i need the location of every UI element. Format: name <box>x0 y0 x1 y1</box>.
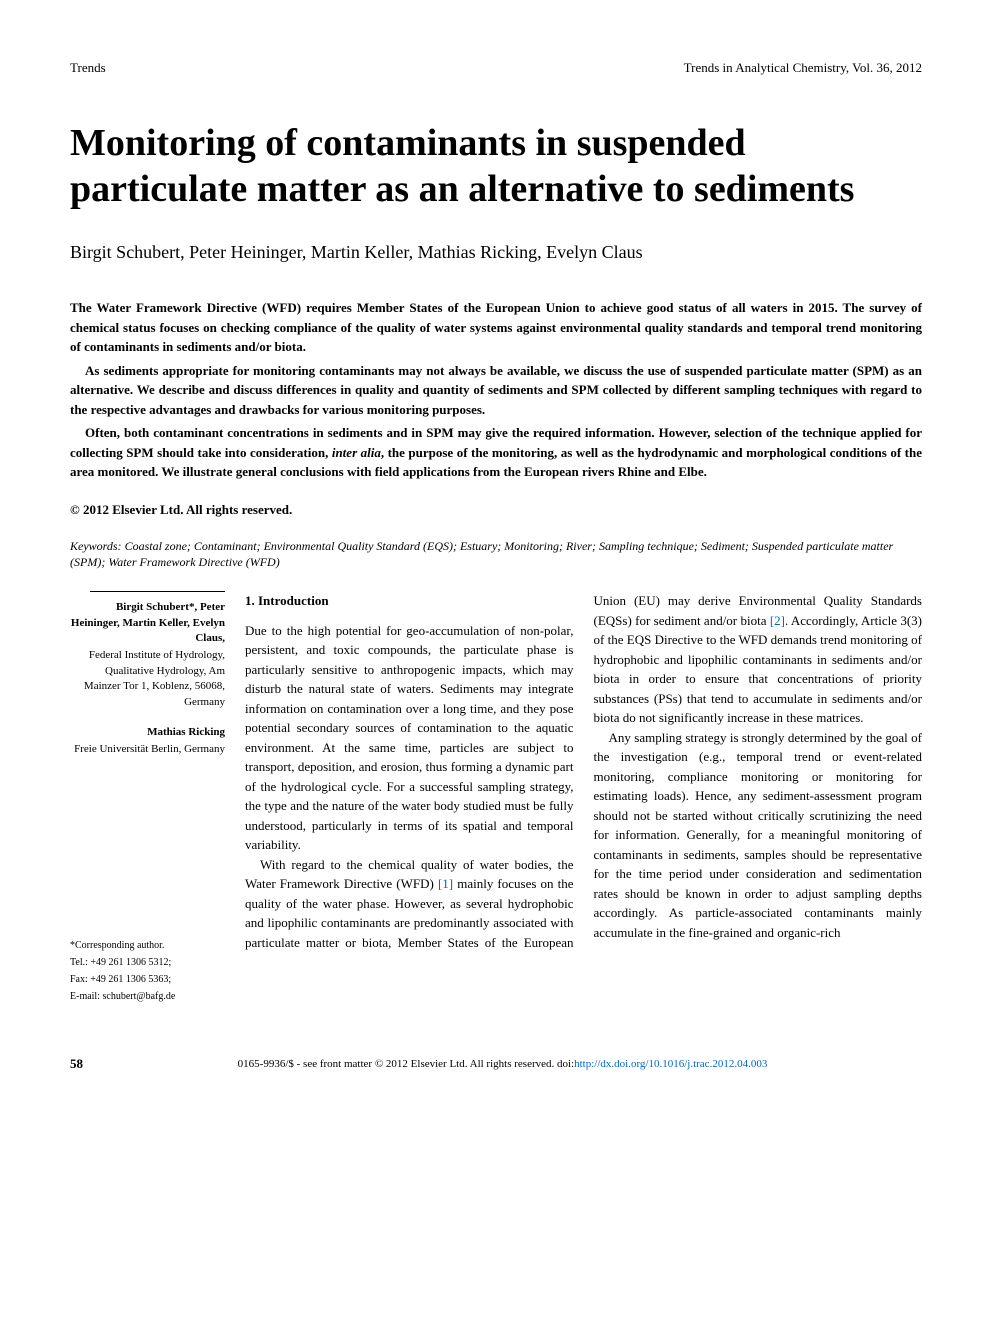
footer-center: 0165-9936/$ - see front matter © 2012 El… <box>83 1058 922 1070</box>
abstract-p2: As sediments appropriate for monitoring … <box>70 361 922 420</box>
abstract-p3: Often, both contaminant concentrations i… <box>70 423 922 482</box>
header-left: Trends <box>70 60 106 76</box>
footer-copyright: 0165-9936/$ - see front matter © 2012 El… <box>238 1058 574 1070</box>
body-p2-after: . Accordingly, Article 3(3) of the EQS D… <box>594 613 923 726</box>
page-header: Trends Trends in Analytical Chemistry, V… <box>70 60 922 76</box>
reference-link-2[interactable]: [2] <box>770 613 785 628</box>
main-content-area: Birgit Schubert*, Peter Heininger, Marti… <box>70 591 922 1006</box>
copyright-line: © 2012 Elsevier Ltd. All rights reserved… <box>70 502 922 518</box>
author-block-1: Birgit Schubert*, Peter Heininger, Marti… <box>70 600 225 710</box>
body-columns: 1. Introduction Due to the high potentia… <box>245 591 922 1006</box>
section-heading: 1. Introduction <box>245 591 574 611</box>
body-p1: Due to the high potential for geo-accumu… <box>245 621 574 855</box>
page-footer: 58 0165-9936/$ - see front matter © 2012… <box>70 1056 922 1072</box>
corresponding-email: E-mail: schubert@bafg.de <box>70 989 225 1004</box>
author-affiliation-1: Federal Institute of Hydrology, Qualitat… <box>70 648 225 710</box>
abstract-section: The Water Framework Directive (WFD) requ… <box>70 298 922 482</box>
authors-line: Birgit Schubert, Peter Heininger, Martin… <box>70 242 922 263</box>
corresponding-author: *Corresponding author. Tel.: +49 261 130… <box>70 938 225 1004</box>
corresponding-fax: Fax: +49 261 1306 5363; <box>70 972 225 987</box>
keywords-label: Keywords: <box>70 539 122 553</box>
author-sidebar: Birgit Schubert*, Peter Heininger, Marti… <box>70 591 225 1006</box>
keywords-text: Coastal zone; Contaminant; Environmental… <box>70 539 893 570</box>
reference-link-1[interactable]: [1] <box>438 876 453 891</box>
corresponding-label: *Corresponding author. <box>70 938 225 953</box>
article-title: Monitoring of contaminants in suspended … <box>70 121 922 212</box>
keywords-section: Keywords: Coastal zone; Contaminant; Env… <box>70 538 922 572</box>
body-p3: Any sampling strategy is strongly determ… <box>594 728 923 943</box>
corresponding-tel: Tel.: +49 261 1306 5312; <box>70 955 225 970</box>
doi-link[interactable]: http://dx.doi.org/10.1016/j.trac.2012.04… <box>574 1058 767 1070</box>
author-names-2: Mathias Ricking <box>70 725 225 740</box>
abstract-p3-italic: inter alia <box>332 445 381 460</box>
abstract-p1: The Water Framework Directive (WFD) requ… <box>70 298 922 357</box>
page-number: 58 <box>70 1056 83 1072</box>
sidebar-divider <box>90 591 225 592</box>
author-block-2: Mathias Ricking Freie Universität Berlin… <box>70 725 225 758</box>
author-names-1: Birgit Schubert*, Peter Heininger, Marti… <box>70 600 225 646</box>
header-right: Trends in Analytical Chemistry, Vol. 36,… <box>684 60 922 76</box>
author-affiliation-2: Freie Universität Berlin, Germany <box>70 742 225 757</box>
